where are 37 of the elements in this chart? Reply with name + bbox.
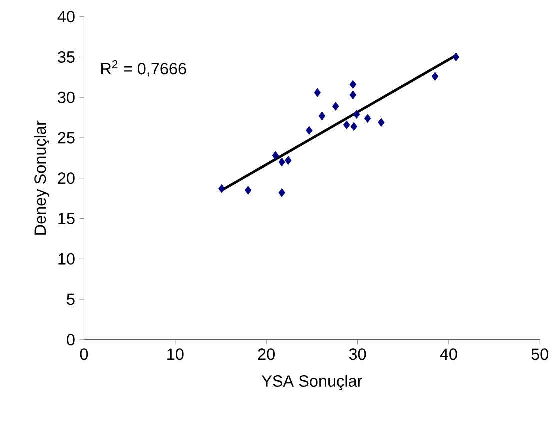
point	[343, 120, 350, 130]
x-axis-title: YSA Sonuçlar	[262, 375, 362, 390]
y-tick-label: 30	[58, 92, 75, 104]
point	[332, 102, 340, 111]
y-tick-label: 10	[58, 253, 75, 265]
point	[272, 151, 280, 160]
point	[314, 88, 322, 98]
point	[278, 188, 286, 198]
x-tick-label: 0	[80, 348, 88, 360]
y-tick-label: 35	[58, 51, 75, 63]
point	[285, 156, 292, 165]
x-tick-label: 10	[168, 348, 184, 360]
annotation: R$^{2}$ = 0,7666	[102, 60, 186, 77]
point	[350, 90, 357, 100]
y-tick-label: 20	[58, 172, 75, 184]
y-tick-label: 25	[58, 132, 75, 144]
point	[244, 186, 252, 195]
x-tick-label: 20	[258, 348, 275, 360]
x-tick-label: 40	[440, 348, 458, 360]
point	[378, 118, 385, 127]
point	[350, 80, 357, 90]
y-tick-label: 15	[58, 213, 75, 224]
point	[350, 122, 358, 132]
point	[318, 112, 326, 121]
point	[364, 114, 372, 123]
point	[452, 52, 460, 62]
point	[218, 184, 226, 194]
point	[278, 158, 286, 167]
x-tick-label: 30	[349, 348, 366, 360]
y-tick-label: 5	[67, 294, 75, 306]
point	[306, 126, 313, 136]
x-tick-label: 50	[532, 348, 549, 360]
point	[353, 110, 360, 119]
y-axis-title: Deney Sonuçlar	[34, 120, 50, 235]
y-tick-label: 0	[67, 334, 75, 346]
point	[432, 72, 439, 81]
y-tick-label: 40	[58, 11, 75, 23]
